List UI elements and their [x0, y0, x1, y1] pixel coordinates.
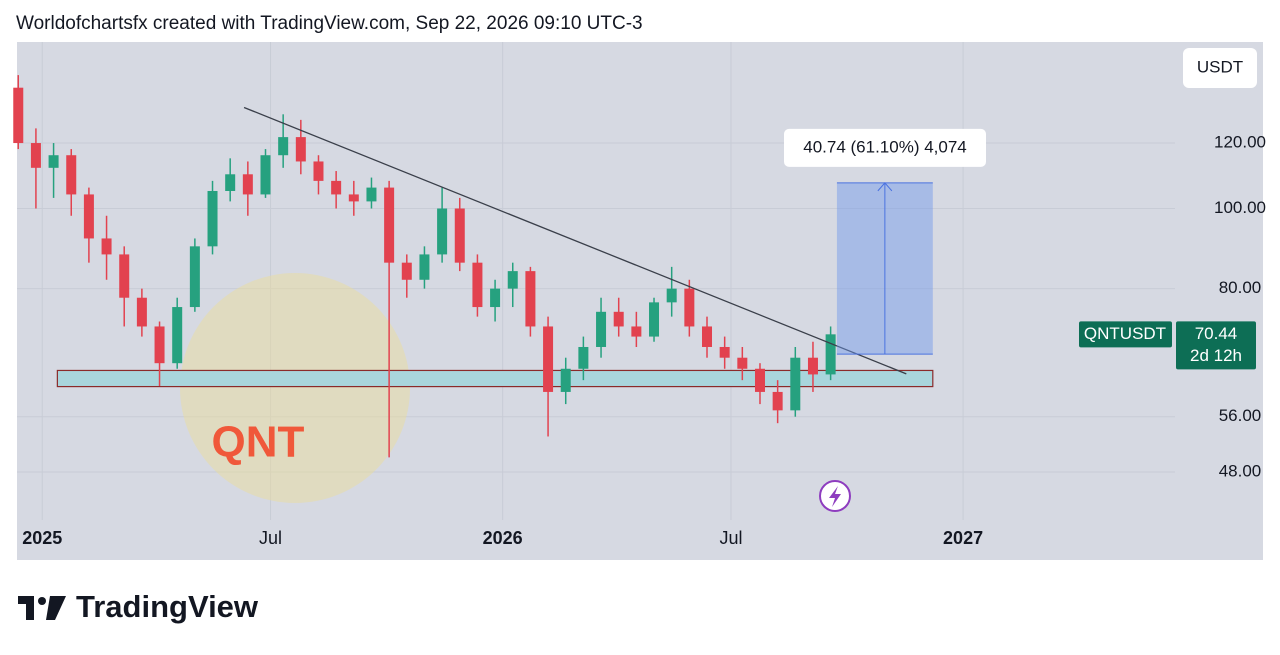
support-zone: [56, 369, 934, 388]
logo-mark: [18, 596, 34, 620]
x-tick-label: Jul: [259, 528, 282, 548]
y-tick-label: 48.00: [1219, 462, 1262, 481]
watermark-text: QNT: [212, 418, 305, 467]
candle-body: [490, 288, 501, 308]
candle-body: [278, 137, 289, 156]
candle-body: [649, 302, 660, 337]
plot: 40.74 (61.10%) 4,074: [13, 75, 986, 458]
candle-body: [772, 391, 783, 411]
candle-body: [719, 346, 730, 358]
candle-body: [754, 368, 765, 392]
candle-body: [384, 187, 395, 263]
candle-body: [66, 155, 77, 195]
price-label: 70.44: [1195, 324, 1238, 343]
candle-body: [543, 326, 554, 392]
candle-body: [83, 194, 94, 239]
x-tick-label: 2026: [483, 528, 523, 548]
logo-mark: [46, 596, 66, 620]
candle-body: [207, 190, 218, 247]
candle-body: [225, 174, 236, 191]
y-tick-label: 100.00: [1214, 198, 1266, 217]
header: Worldofchartsfx created with TradingView…: [16, 13, 643, 34]
measure-arrowhead: [877, 182, 893, 192]
candle-body: [119, 254, 130, 298]
trendline: [243, 106, 907, 375]
candle-body: [684, 288, 695, 327]
candle-body: [666, 288, 677, 303]
candle-body: [454, 208, 465, 263]
candle-body: [313, 161, 324, 181]
currency-box[interactable]: [1183, 48, 1257, 88]
candle-body: [737, 357, 748, 369]
grid: [17, 42, 1175, 520]
y-tick-label: 80.00: [1219, 278, 1262, 297]
y-tick-label: 120.00: [1214, 133, 1266, 152]
candle-body: [101, 238, 112, 255]
symbol-label: QNTUSDT: [1084, 324, 1166, 343]
candle-body: [295, 137, 306, 162]
measure-label: 40.74 (61.10%) 4,074: [803, 137, 967, 156]
footer-brand: TradingView: [76, 589, 259, 624]
countdown-label: 2d 12h: [1190, 346, 1242, 365]
candle-body: [48, 155, 59, 168]
x-tick-label: Jul: [719, 528, 742, 548]
candle-body: [13, 87, 24, 144]
candle-body: [702, 326, 713, 347]
candle-body: [631, 326, 642, 337]
candle-body: [419, 254, 430, 280]
footer-logo: TradingView: [18, 589, 259, 624]
x-tick-label: 2025: [22, 528, 62, 548]
candle-body: [331, 180, 342, 195]
candle-body: [790, 357, 801, 411]
measure-label-box: [784, 128, 986, 167]
candle-body: [825, 334, 836, 375]
candle-body: [260, 155, 271, 195]
event-icon-bolt: [829, 486, 841, 507]
candle-body: [189, 246, 200, 308]
candle-body: [560, 368, 571, 392]
candle-body: [472, 262, 483, 308]
logo-mark: [38, 597, 46, 605]
currency-label: USDT: [1197, 57, 1243, 76]
candle-body: [348, 194, 359, 202]
candle-body: [613, 311, 624, 327]
candle-body: [437, 208, 448, 255]
candle-body: [401, 262, 412, 280]
candle-body: [30, 143, 41, 168]
candle-body: [578, 346, 589, 369]
candle-body: [807, 357, 818, 375]
candle-body: [525, 271, 536, 327]
candle-body: [172, 307, 183, 364]
candle-body: [136, 297, 147, 327]
candle-body: [242, 174, 253, 195]
y-tick-label: 56.00: [1219, 406, 1262, 425]
candle-body: [596, 311, 607, 347]
price-box: [1176, 321, 1256, 370]
chart-background: [17, 42, 1263, 560]
symbol-box: [1079, 321, 1172, 348]
axes: 48.00 56.00 80.00 100.00 120.00 2025 Jul 2026 Ju…: [22, 133, 1266, 548]
candle-body: [366, 187, 377, 202]
candle-body: [507, 271, 518, 289]
watermark-logo: [180, 273, 410, 503]
candle-body: [154, 326, 165, 364]
x-tick-label: 2027: [943, 528, 983, 548]
